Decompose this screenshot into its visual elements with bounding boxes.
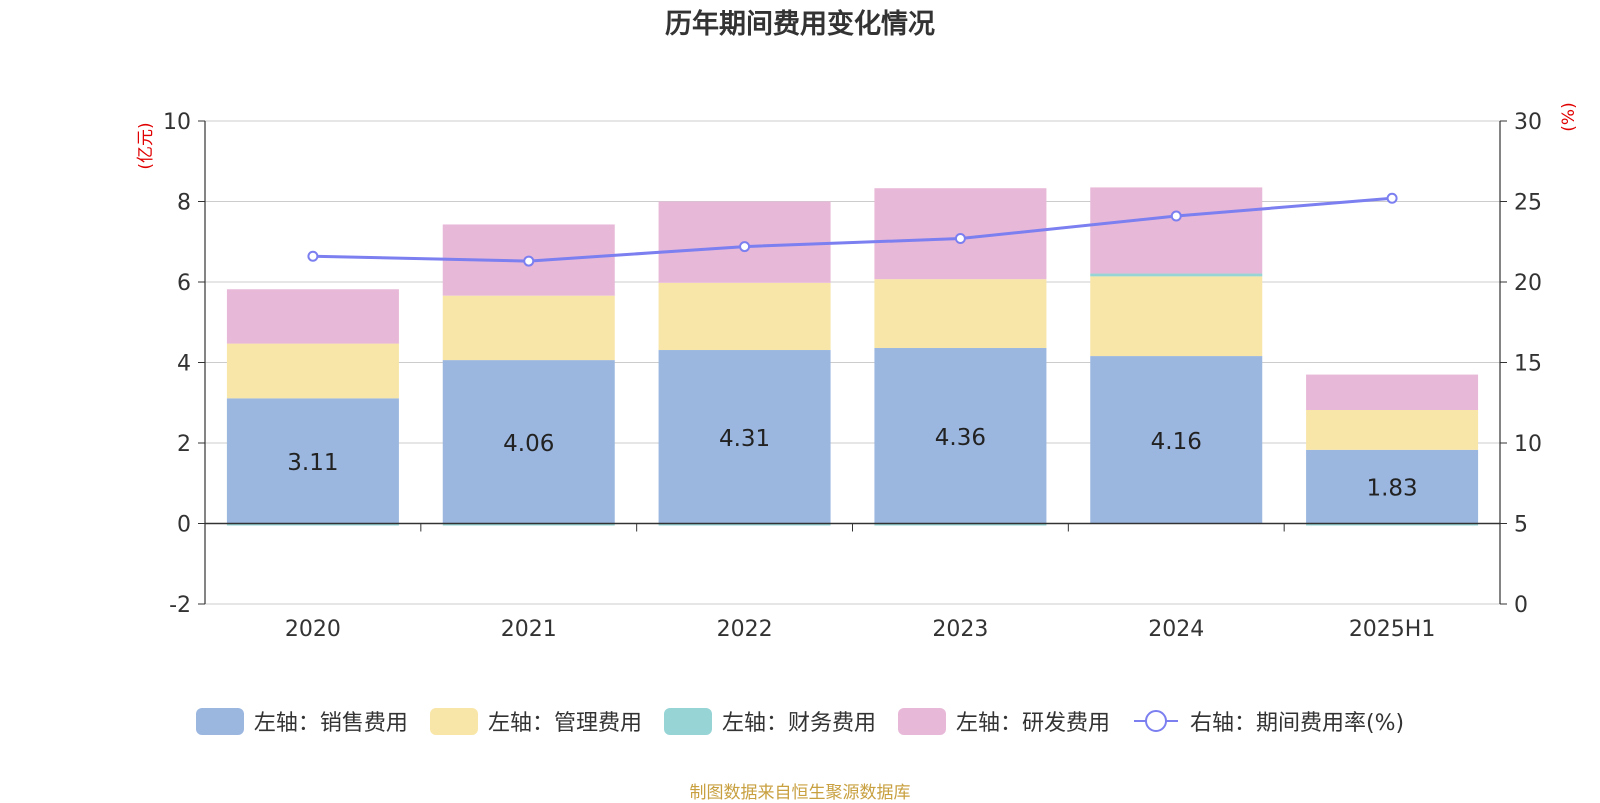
legend-label-finance: 左轴：财务费用 — [721, 711, 876, 736]
legend-line-marker-icon — [1133, 710, 1178, 732]
right-axis-tick-label: 0 — [1514, 593, 1528, 618]
bar-segment-2 — [874, 523, 1047, 526]
chart-title: 历年期间费用变化情况 — [665, 9, 935, 40]
expense-rate-line — [312, 196, 1393, 263]
bar-data-label: 4.16 — [1151, 429, 1202, 455]
bar-segment-1 — [226, 343, 399, 399]
legend-item-finance[interactable]: 左轴：财务费用 — [663, 705, 876, 737]
right-axis-tick-label: 15 — [1514, 352, 1542, 377]
bar-segment-0 — [874, 348, 1047, 524]
expense-rate-point — [1386, 192, 1398, 204]
left-axis-tick-label: 0 — [177, 513, 191, 538]
bar-segment-0 — [658, 350, 831, 524]
right-axis-tick-label: 5 — [1514, 513, 1528, 538]
bar-segment-1 — [1090, 276, 1263, 357]
chart-canvas: -2 0 2 4 6 8 10 0 5 10 15 20 25 30 3.11 4.06 4.31 4.36 4.1… — [136, 102, 1579, 642]
legend-item-expense-rate[interactable]: 右轴：期间费用率(%) — [1132, 705, 1404, 737]
bar-segment-0 — [226, 398, 399, 524]
bar-data-label: 1.83 — [1366, 476, 1417, 502]
left-axis-tick-label: 10 — [163, 110, 191, 135]
legend-swatch-finance — [663, 707, 712, 735]
left-axis-tick-label: 6 — [177, 271, 191, 296]
legend-swatch-admin — [429, 707, 478, 735]
bar-segment-0 — [1306, 449, 1479, 524]
expense-rate-point — [1170, 210, 1182, 222]
bar-segment-2 — [1306, 523, 1479, 526]
x-axis-tick-label: 2022 — [717, 617, 773, 642]
chart-legend[interactable]: 左轴：销售费用 左轴：管理费用 左轴：财务费用 左轴：研发费用 右轴：期间费用率… — [0, 704, 1600, 738]
legend-label-expense-rate: 右轴：期间费用率(%) — [1189, 711, 1405, 736]
left-axis-unit: (亿元) — [136, 122, 156, 169]
bar-data-label: 4.31 — [719, 426, 770, 452]
bar-segment-3 — [226, 289, 399, 344]
legend-item-rnd[interactable]: 左轴：研发费用 — [897, 705, 1110, 737]
legend-swatch-sales — [195, 707, 244, 735]
x-axis-tick-label: 2021 — [501, 617, 557, 642]
legend-swatch-rnd — [897, 707, 946, 735]
expense-rate-point — [523, 255, 535, 267]
x-axis-tick-label: 2024 — [1148, 617, 1204, 642]
bar-data-label: 4.06 — [503, 431, 554, 457]
left-axis-tick-label: 8 — [177, 191, 191, 216]
bar-segment-1 — [1306, 409, 1479, 450]
expense-rate-point — [739, 241, 751, 253]
x-axis-tick-label: 2023 — [932, 617, 988, 642]
bar-segment-0 — [1090, 356, 1263, 524]
right-axis-unit: (%) — [1559, 102, 1579, 131]
bar-segment-2 — [226, 523, 399, 526]
legend-label-rnd: 左轴：研发费用 — [955, 711, 1110, 736]
right-axis-tick-label: 10 — [1514, 432, 1542, 457]
bar-segment-3 — [1090, 187, 1263, 274]
bar-segment-2 — [658, 523, 831, 526]
legend-label-admin: 左轴：管理费用 — [487, 711, 642, 736]
left-axis-tick-label: 4 — [177, 352, 191, 377]
bar-segment-1 — [442, 295, 615, 361]
expense-rate-point — [954, 233, 966, 245]
right-axis-tick-label: 30 — [1514, 110, 1542, 135]
left-axis-tick-label: -2 — [169, 593, 191, 618]
bar-segment-2 — [1090, 273, 1263, 277]
left-axis-tick-label: 2 — [177, 432, 191, 457]
bar-data-label: 4.36 — [935, 425, 986, 451]
legend-item-admin[interactable]: 左轴：管理费用 — [429, 705, 642, 737]
data-source-note: 制图数据来自恒生聚源数据库 — [689, 783, 911, 803]
right-axis-tick-label: 25 — [1514, 191, 1542, 216]
x-axis-tick-label: 2025H1 — [1349, 617, 1436, 642]
x-axis-tick-label: 2020 — [285, 617, 341, 642]
bar-data-label: 3.11 — [287, 450, 338, 476]
bar-segment-0 — [442, 360, 615, 524]
bar-segment-1 — [658, 282, 831, 351]
legend-label-sales: 左轴：销售费用 — [253, 711, 408, 736]
bar-segment-2 — [442, 523, 615, 526]
legend-item-sales[interactable]: 左轴：销售费用 — [195, 705, 408, 737]
bar-segment-3 — [1306, 374, 1479, 410]
expense-rate-point — [307, 250, 319, 262]
bar-segment-1 — [874, 279, 1047, 349]
right-axis-tick-label: 20 — [1514, 271, 1542, 296]
